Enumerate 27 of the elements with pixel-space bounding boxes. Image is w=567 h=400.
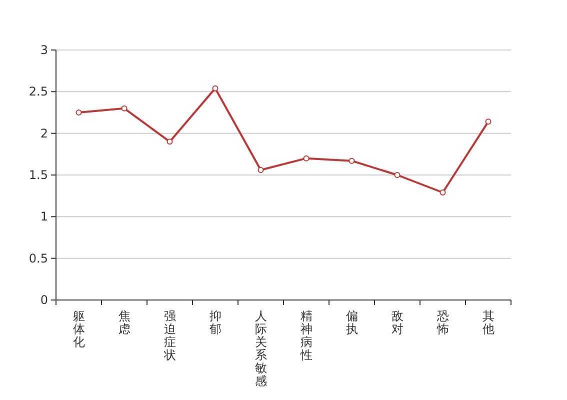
point [121,105,128,112]
point [76,110,82,116]
y-tick-label: 2 [40,126,48,140]
point [303,155,310,162]
x-tick-label: 躯体化 [72,309,85,349]
x-tick-label: 人际关系敏感 [254,309,267,388]
y-tick-label: 2.5 [28,84,48,99]
x-tick-label: 其他 [482,309,494,336]
point [166,138,173,145]
y-tick-label: 0.5 [28,251,48,266]
point [440,190,446,196]
x-tick-label: 抑郁 [209,309,222,336]
point [258,167,264,173]
x-tick-label: 恐怖 [436,309,449,336]
x-tick-label: 强迫症状 [162,309,176,362]
y-tick-label: 1.5 [28,168,48,182]
x-tick-label: 精神病性 [299,309,312,362]
point [212,85,218,92]
x-tick-label: 偏执 [346,309,358,336]
y-tick-label: 0 [40,293,48,307]
y-tick-label: 3 [40,43,48,57]
x-tick-label: 焦虑 [118,309,130,336]
point [485,118,492,125]
x-tick-label: 敌对 [391,309,404,336]
point [394,172,400,178]
point [348,158,355,164]
y-tick-label: 1 [40,210,48,224]
